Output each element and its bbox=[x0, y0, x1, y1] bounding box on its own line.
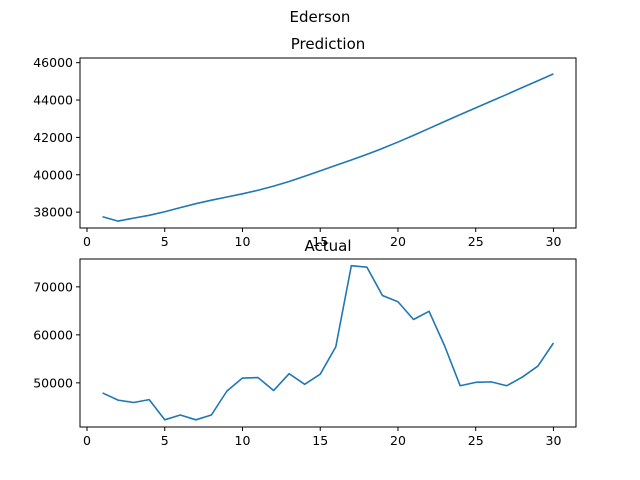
prediction-xtick-label: 30 bbox=[546, 234, 562, 249]
prediction-ytick-label: 40000 bbox=[33, 167, 73, 182]
actual-ytick-label: 60000 bbox=[33, 327, 73, 342]
actual-title: Actual bbox=[305, 237, 352, 255]
prediction-xtick-label: 25 bbox=[468, 234, 484, 249]
actual-xtick-label: 10 bbox=[235, 433, 251, 448]
actual-axes-frame bbox=[79, 258, 577, 428]
figure-suptitle: Ederson bbox=[290, 8, 351, 26]
prediction-ytick-label: 46000 bbox=[33, 55, 73, 70]
prediction-xtick-label: 20 bbox=[390, 234, 406, 249]
actual-series-line bbox=[102, 264, 555, 421]
prediction-title: Prediction bbox=[291, 35, 366, 53]
prediction-axes-frame bbox=[79, 57, 577, 229]
prediction-xtick-label: 0 bbox=[83, 234, 91, 249]
actual-ytick-label: 50000 bbox=[33, 375, 73, 390]
prediction-ytick-label: 38000 bbox=[33, 205, 73, 220]
actual-axes-ticks: 0 5 10 15 20 25 30 50000 60000 70000 bbox=[33, 279, 561, 448]
prediction-axes-ticks: 0 5 10 15 20 25 30 38000 40000 42000 44000 46000 bbox=[33, 55, 561, 249]
actual-xtick-label: 30 bbox=[546, 433, 562, 448]
prediction-series-line bbox=[102, 73, 554, 222]
actual-series bbox=[102, 264, 555, 421]
actual-xtick-label: 25 bbox=[468, 433, 484, 448]
prediction-series bbox=[102, 73, 554, 222]
actual-xtick-label: 15 bbox=[312, 433, 328, 448]
prediction-xtick-label: 15 bbox=[312, 234, 328, 249]
actual-xtick-label: 5 bbox=[161, 433, 169, 448]
prediction-ytick-label: 44000 bbox=[33, 93, 73, 108]
prediction-xtick-label: 10 bbox=[235, 234, 251, 249]
actual-xtick-label: 0 bbox=[83, 433, 91, 448]
prediction-ytick-label: 42000 bbox=[33, 130, 73, 145]
prediction-xtick-label: 5 bbox=[161, 234, 169, 249]
prediction-panel: Prediction 0 5 10 15 20 25 30 38000 40000 42000 44… bbox=[33, 35, 577, 249]
actual-ytick-label: 70000 bbox=[33, 279, 73, 294]
actual-panel: 0 5 10 15 20 25 30 50000 60000 70000 Actual bbox=[33, 237, 577, 448]
actual-xtick-label: 20 bbox=[390, 433, 406, 448]
